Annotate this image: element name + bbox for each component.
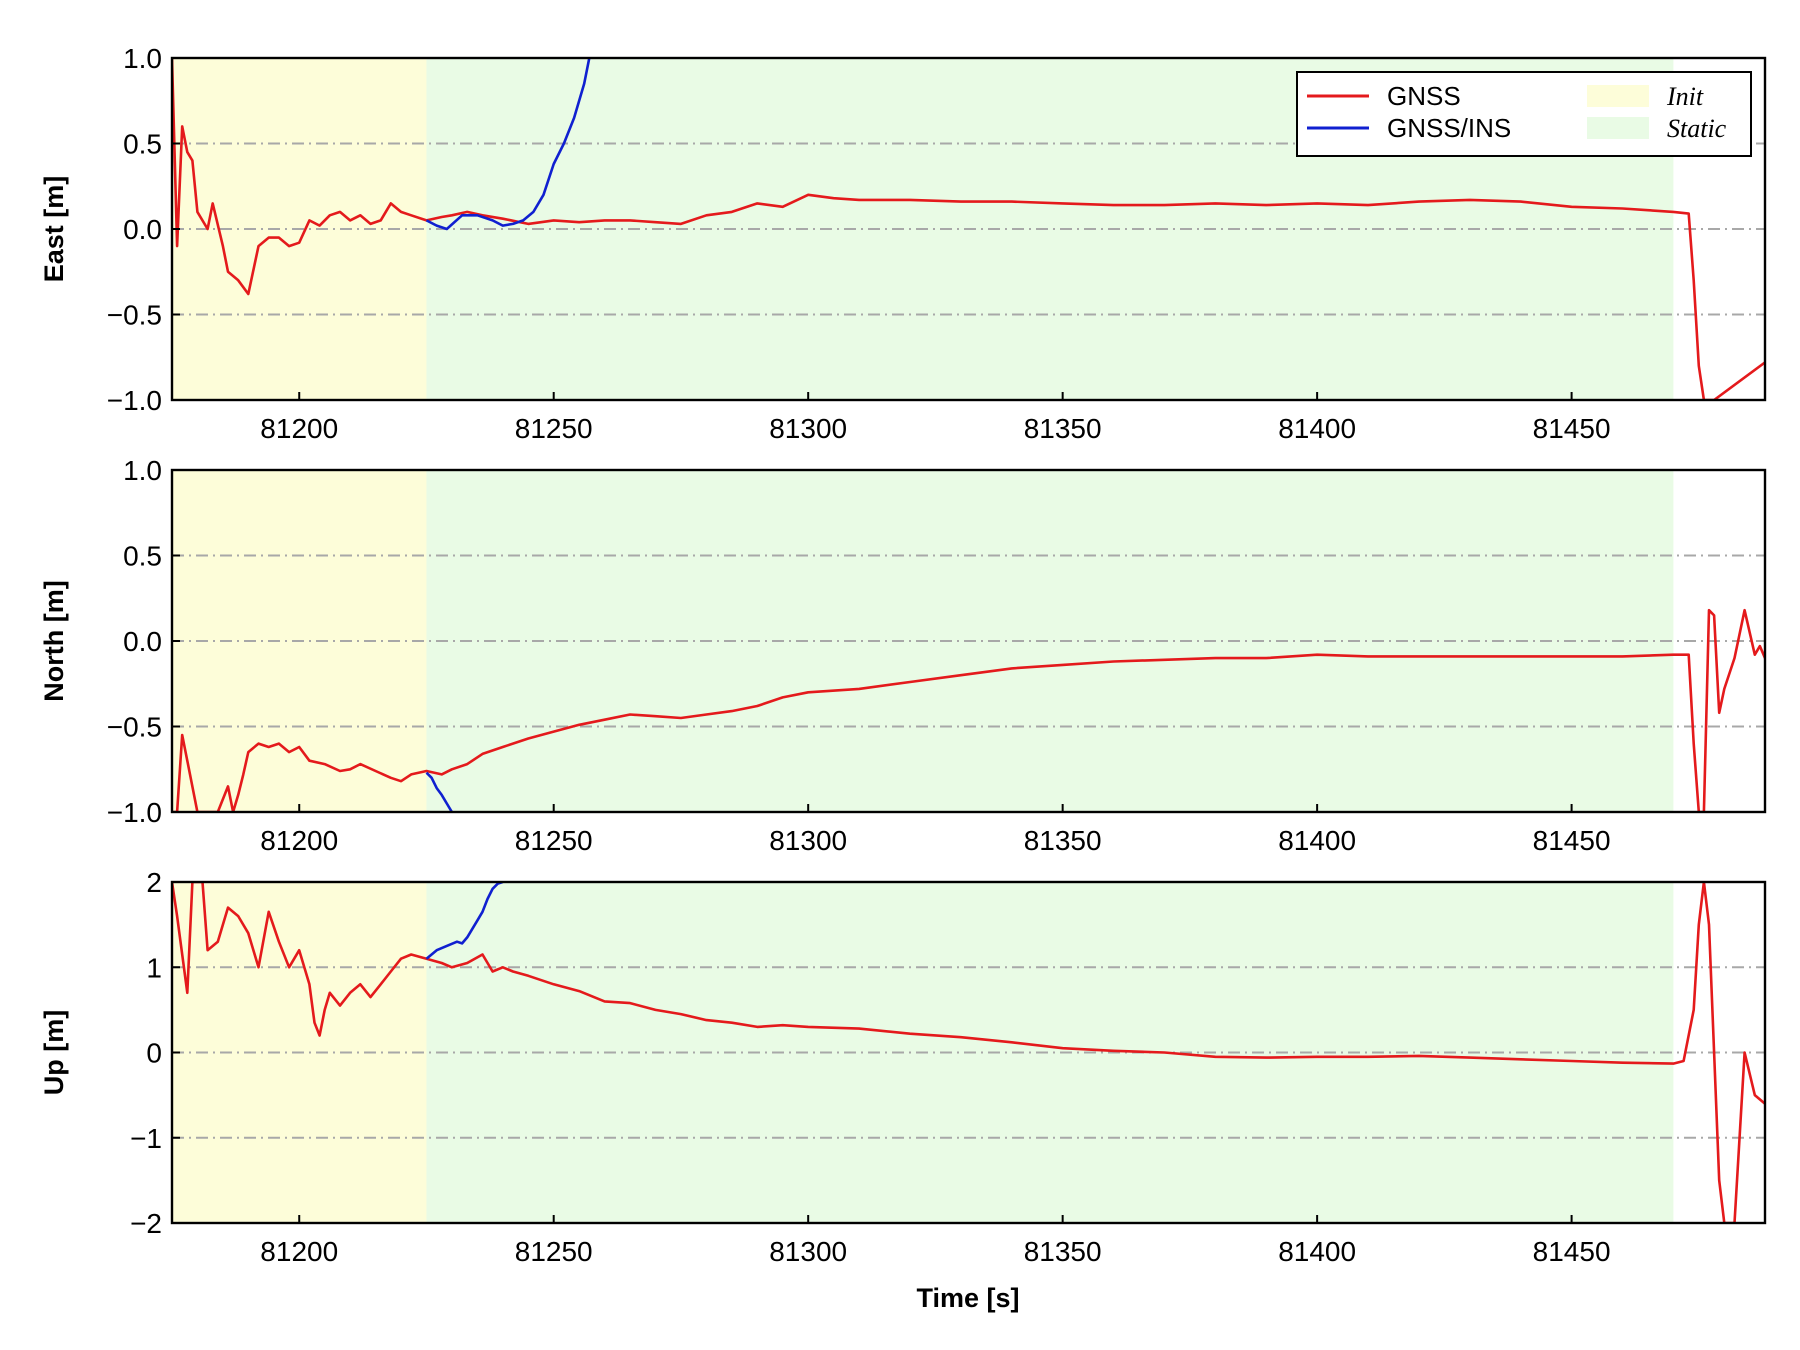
y-tick-label: −0.5 <box>107 712 162 743</box>
series-line-gnss-ins <box>425 58 591 231</box>
x-tick-label: 81400 <box>1278 413 1356 444</box>
legend-box <box>1296 71 1752 157</box>
series-line-gnss-ins <box>425 882 504 960</box>
panel-3: −2 −1 0 1 2 81200 81250 81300 81350 81400 81450 Up … <box>39 867 1767 1267</box>
y-tick-label: 1.0 <box>123 43 162 74</box>
y-tick-label: 2 <box>146 867 162 898</box>
x-tick-label: 81250 <box>515 825 593 856</box>
legend-label: GNSS <box>1387 81 1461 111</box>
x-tick-label: 81300 <box>769 413 847 444</box>
y-tick-label: 0.5 <box>123 129 162 160</box>
x-tick-label: 81400 <box>1278 825 1356 856</box>
series-group <box>172 58 1765 400</box>
series-group <box>172 882 1765 1223</box>
legend-swatch-patch <box>1587 117 1649 139</box>
y-axis-label: North [m] <box>39 580 69 701</box>
series-line-gnss <box>172 608 1765 812</box>
y-tick-label: 0.0 <box>123 626 162 657</box>
series-group <box>172 608 1765 812</box>
legend-entry-gnss-ins: GNSS/INS <box>1307 113 1511 143</box>
y-tick-label: −1.0 <box>107 797 162 828</box>
x-tick-label: 81450 <box>1533 825 1611 856</box>
legend-swatch-patch <box>1587 85 1649 107</box>
y-axis-label: Up [m] <box>39 1010 69 1095</box>
legend-label: Static <box>1667 114 1727 143</box>
y-tick-label: 0.0 <box>123 214 162 245</box>
x-tick-label: 81450 <box>1533 1236 1611 1267</box>
series-line-gnss-ins <box>425 771 454 812</box>
series-line-gnss <box>172 58 1765 400</box>
series-line-gnss <box>172 882 1765 1223</box>
y-tick-label: −1.0 <box>107 385 162 416</box>
panels: −1.0 −0.5 0.0 0.5 1.0 81200 81250 81300 81350 814… <box>39 43 1767 1267</box>
y-tick-label: −0.5 <box>107 300 162 331</box>
y-tick-label: 0 <box>146 1038 162 1069</box>
x-axis-label: Time [s] <box>916 1283 1019 1313</box>
legend-entry-gnss: GNSS <box>1307 81 1461 111</box>
x-tick-label: 81200 <box>260 413 338 444</box>
x-tick-label: 81300 <box>769 1236 847 1267</box>
x-tick-label: 81200 <box>260 825 338 856</box>
legend-entry-static: Static <box>1587 114 1727 143</box>
x-tick-label: 81250 <box>515 413 593 444</box>
y-tick-label: 0.5 <box>123 541 162 572</box>
x-tick-label: 81200 <box>260 1236 338 1267</box>
legend-entry-init: Init <box>1587 82 1704 111</box>
legend-label: GNSS/INS <box>1387 113 1511 143</box>
x-tick-label: 81400 <box>1278 1236 1356 1267</box>
x-tick-label: 81350 <box>1024 1236 1102 1267</box>
y-tick-label: −2 <box>130 1208 162 1239</box>
y-tick-label: 1 <box>146 952 162 983</box>
y-tick-label: −1 <box>130 1123 162 1154</box>
x-tick-label: 81300 <box>769 825 847 856</box>
x-tick-label: 81250 <box>515 1236 593 1267</box>
y-axis-label: East [m] <box>39 176 69 283</box>
legend-label: Init <box>1666 82 1704 111</box>
y-tick-label: 1.0 <box>123 455 162 486</box>
x-tick-label: 81350 <box>1024 825 1102 856</box>
x-tick-label: 81350 <box>1024 413 1102 444</box>
panel-2: −1.0 −0.5 0.0 0.5 1.0 81200 81250 81300 81350 814… <box>39 455 1767 856</box>
x-tick-label: 81450 <box>1533 413 1611 444</box>
